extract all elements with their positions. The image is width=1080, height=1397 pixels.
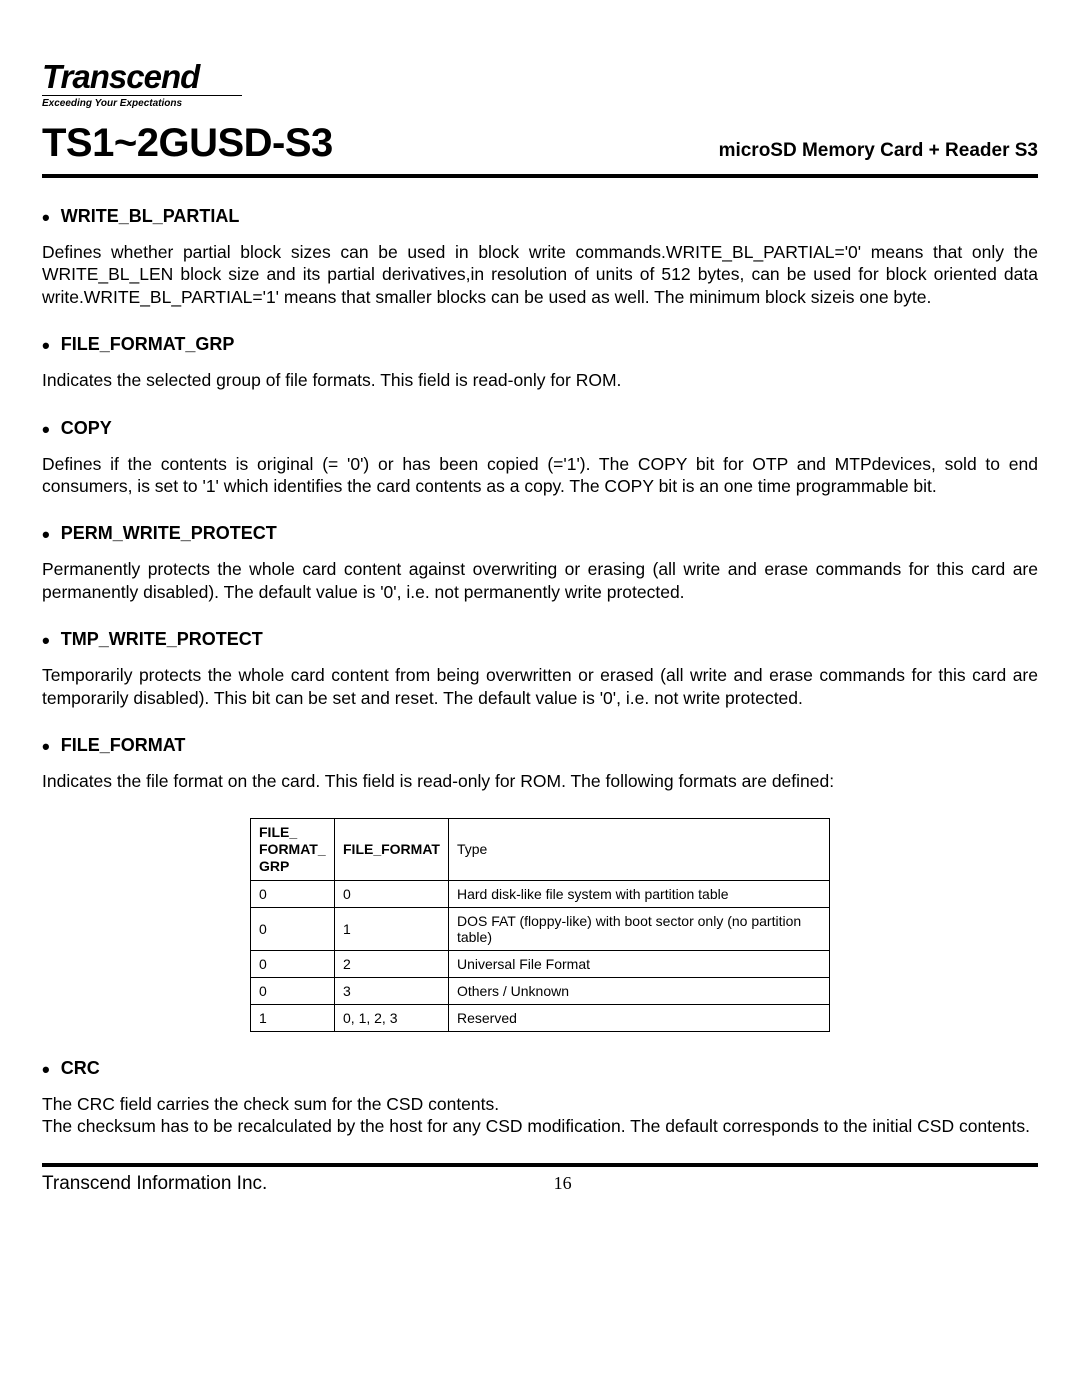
section-title: TMP_WRITE_PROTECT [61, 629, 263, 649]
section-title: FILE_FORMAT [61, 735, 186, 755]
title-row: TS1~2GUSD-S3 microSD Memory Card + Reade… [42, 121, 1038, 178]
section-title: FILE_FORMAT_GRP [61, 334, 235, 354]
section-body: Temporarily protects the whole card cont… [42, 664, 1038, 709]
table-header-cell: FILE_ FORMAT_ GRP [251, 819, 335, 880]
table-row: 1 0, 1, 2, 3 Reserved [251, 1004, 830, 1031]
table-body: 0 0 Hard disk-like file system with part… [251, 880, 830, 1031]
content: • WRITE_BL_PARTIAL Defines whether parti… [42, 206, 1038, 1195]
file-format-table: FILE_ FORMAT_ GRP FILE_FORMAT Type 0 0 H… [250, 818, 830, 1031]
table-row: 0 0 Hard disk-like file system with part… [251, 880, 830, 907]
brand-logo: Transcend Exceeding Your Expectations [42, 60, 1038, 111]
section-heading: • CRC [42, 1058, 1038, 1079]
section-title: CRC [61, 1058, 100, 1078]
brand-tagline: Exceeding Your Expectations [42, 95, 242, 109]
footer-rule [42, 1163, 1038, 1167]
section-heading: • FILE_FORMAT_GRP [42, 334, 1038, 355]
table-cell: 1 [335, 907, 449, 950]
table-row: 0 2 Universal File Format [251, 950, 830, 977]
table-cell: 2 [335, 950, 449, 977]
section-heading: • PERM_WRITE_PROTECT [42, 523, 1038, 544]
bullet-icon: • [42, 522, 50, 547]
table-cell: 0 [251, 907, 335, 950]
brand-name: Transcend [42, 60, 1038, 93]
table-cell: Universal File Format [448, 950, 829, 977]
section-heading: • TMP_WRITE_PROTECT [42, 629, 1038, 650]
footer-page-number: 16 [87, 1173, 1038, 1194]
section-body: Indicates the file format on the card. T… [42, 770, 1038, 792]
section-heading: • FILE_FORMAT [42, 735, 1038, 756]
bullet-icon: • [42, 734, 50, 759]
section-body: Indicates the selected group of file for… [42, 369, 1038, 391]
table-cell: DOS FAT (floppy-like) with boot sector o… [448, 907, 829, 950]
section-body: Defines whether partial block sizes can … [42, 241, 1038, 308]
product-description: microSD Memory Card + Reader S3 [719, 140, 1038, 162]
section-heading: • WRITE_BL_PARTIAL [42, 206, 1038, 227]
section-title: WRITE_BL_PARTIAL [61, 206, 240, 226]
footer: Transcend Information Inc. 16 [42, 1173, 1038, 1195]
table-cell: 1 [251, 1004, 335, 1031]
table-cell: 3 [335, 977, 449, 1004]
table-cell: Others / Unknown [448, 977, 829, 1004]
table-cell: 0 [251, 880, 335, 907]
section-body: Defines if the contents is original (= '… [42, 453, 1038, 498]
bullet-icon: • [42, 333, 50, 358]
table-header-cell: Type [448, 819, 829, 880]
section-title: PERM_WRITE_PROTECT [61, 523, 277, 543]
bullet-icon: • [42, 1057, 50, 1082]
table-header-row: FILE_ FORMAT_ GRP FILE_FORMAT Type [251, 819, 830, 880]
section-body: The CRC field carries the check sum for … [42, 1093, 1038, 1138]
bullet-icon: • [42, 205, 50, 230]
page: Transcend Exceeding Your Expectations TS… [0, 0, 1080, 1397]
table-header-cell: FILE_FORMAT [335, 819, 449, 880]
bullet-icon: • [42, 417, 50, 442]
table-cell: 0 [335, 880, 449, 907]
table-cell: Reserved [448, 1004, 829, 1031]
section-heading: • COPY [42, 418, 1038, 439]
table-row: 0 1 DOS FAT (floppy-like) with boot sect… [251, 907, 830, 950]
section-body: Permanently protects the whole card cont… [42, 558, 1038, 603]
table-cell: Hard disk-like file system with partitio… [448, 880, 829, 907]
product-code: TS1~2GUSD-S3 [42, 121, 333, 166]
table-cell: 0 [251, 950, 335, 977]
section-title: COPY [61, 418, 112, 438]
table-cell: 0 [251, 977, 335, 1004]
table-row: 0 3 Others / Unknown [251, 977, 830, 1004]
bullet-icon: • [42, 628, 50, 653]
table-cell: 0, 1, 2, 3 [335, 1004, 449, 1031]
